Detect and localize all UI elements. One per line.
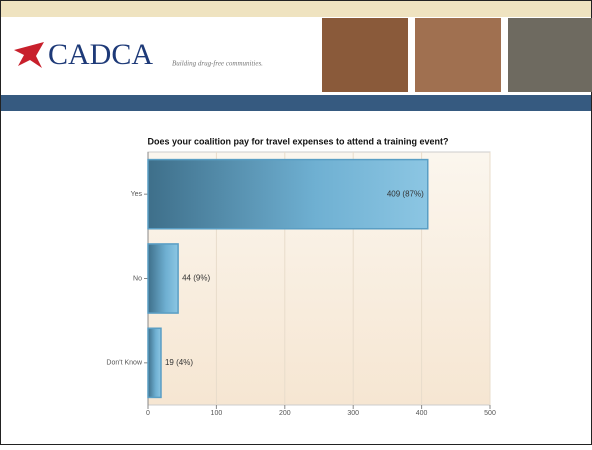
plot: 0 100 200 300 400 500 Yes 409 (87%) No 44 (9%) Don… bbox=[106, 152, 496, 417]
bar bbox=[147, 158, 429, 230]
x-tick-label: 500 bbox=[484, 410, 496, 417]
value-label: 409 (87%) bbox=[387, 189, 424, 198]
x-tick-label: 0 bbox=[146, 410, 150, 417]
x-tick-label: 400 bbox=[416, 410, 428, 417]
header-band bbox=[1, 95, 591, 111]
y-tick-label: Don't Know bbox=[106, 360, 143, 367]
x-tick-label: 100 bbox=[211, 410, 223, 417]
logo-star bbox=[14, 42, 44, 68]
top-band bbox=[1, 1, 591, 17]
bar bbox=[147, 327, 162, 399]
value-label: 44 (9%) bbox=[182, 274, 210, 283]
x-tick-label: 300 bbox=[347, 410, 359, 417]
logo-text: CADCA bbox=[48, 38, 153, 71]
logo: CADCA Building drug-free communities. bbox=[14, 38, 263, 71]
photo bbox=[415, 18, 501, 92]
y-tick-label: No bbox=[133, 275, 142, 282]
x-tick-label: 200 bbox=[279, 410, 291, 417]
tagline: Building drug-free communities. bbox=[172, 60, 263, 68]
y-tick-label: Yes bbox=[131, 191, 143, 198]
photo bbox=[322, 18, 408, 92]
chart-title: Does your coalition pay for travel expen… bbox=[147, 136, 448, 146]
photo bbox=[508, 18, 592, 92]
value-label: 19 (4%) bbox=[165, 358, 193, 367]
bar bbox=[147, 243, 179, 314]
